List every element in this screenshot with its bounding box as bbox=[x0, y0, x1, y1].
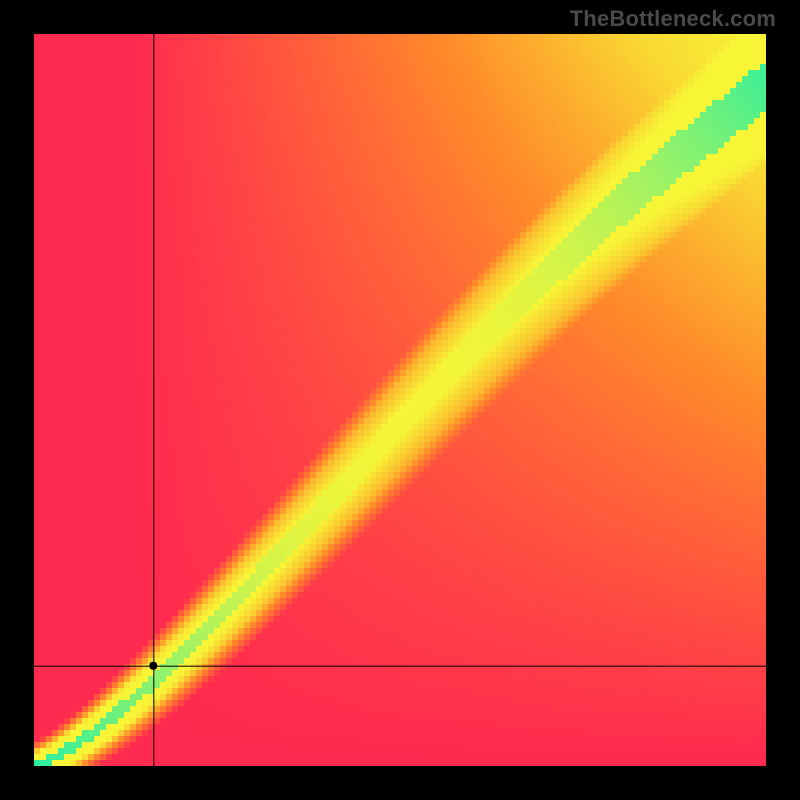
heatmap-canvas bbox=[34, 34, 766, 766]
watermark-text: TheBottleneck.com bbox=[570, 6, 776, 32]
chart-frame: TheBottleneck.com bbox=[0, 0, 800, 800]
heatmap-plot bbox=[34, 34, 766, 766]
